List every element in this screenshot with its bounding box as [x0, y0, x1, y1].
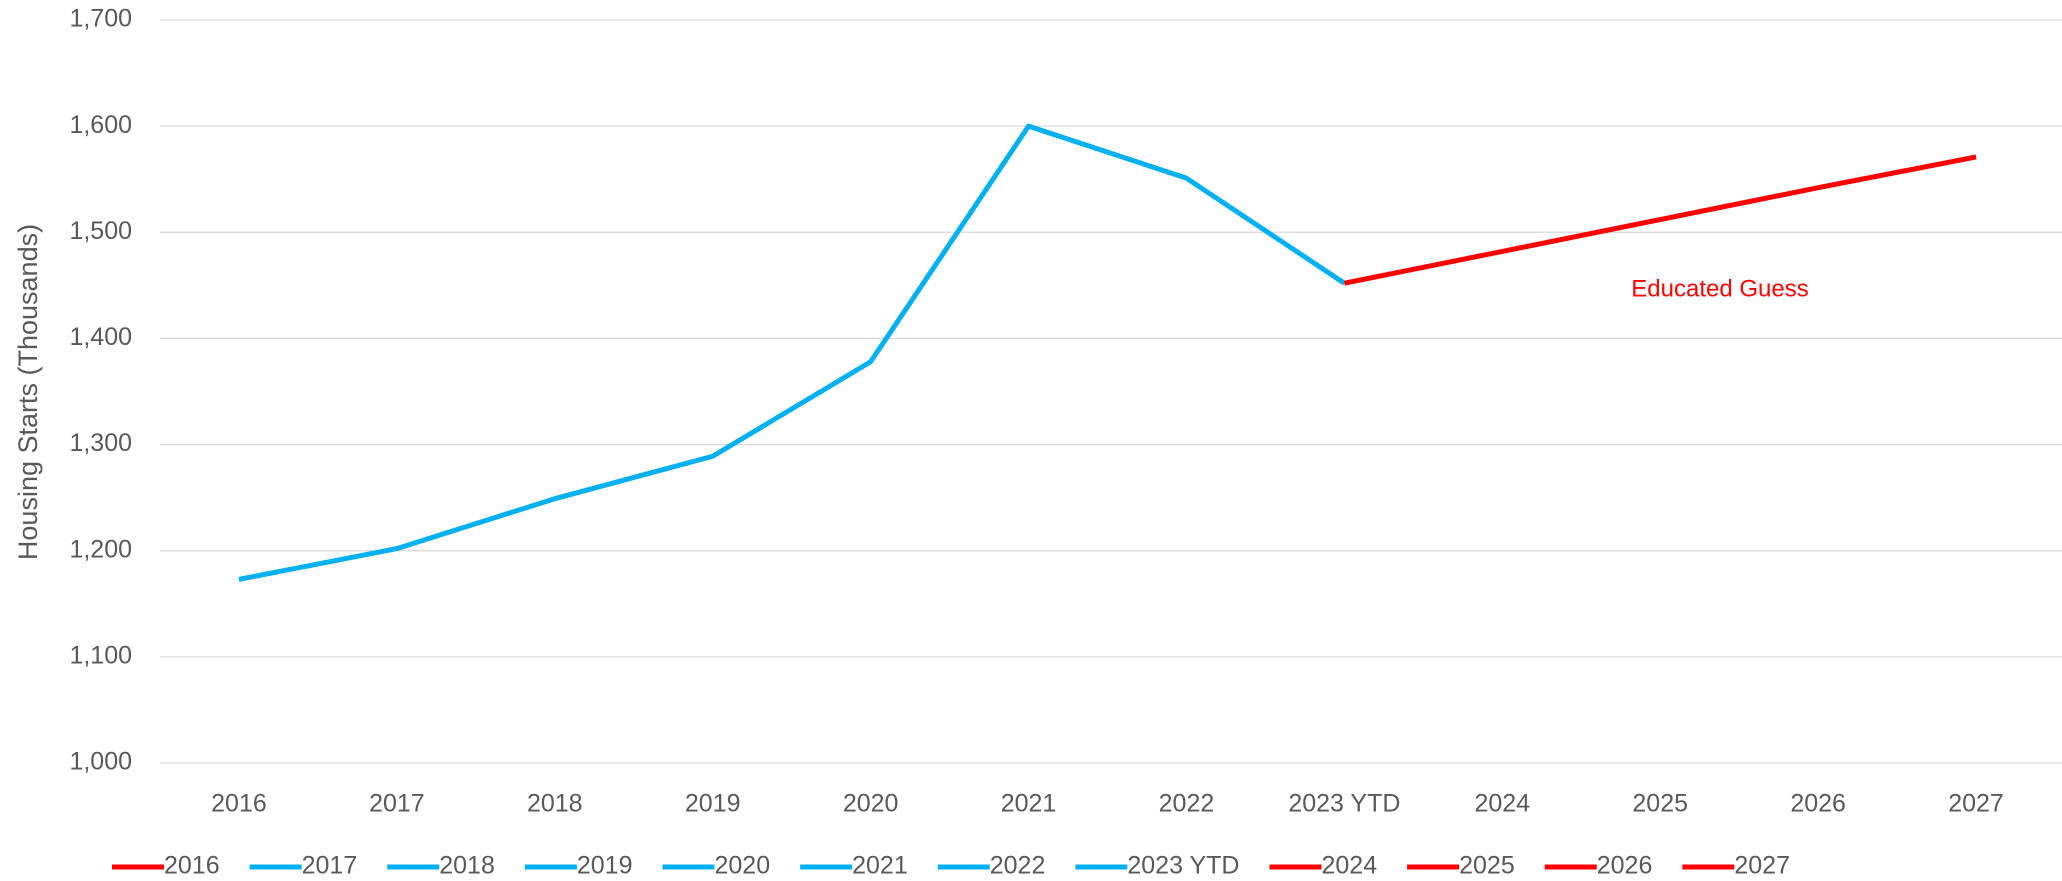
x-tick-label: 2024: [1474, 790, 1530, 818]
annotation: Educated Guess: [1631, 275, 1808, 302]
legend-label: 2023 YTD: [1127, 852, 1239, 880]
x-tick-label: 2021: [1001, 790, 1057, 818]
x-tick-label: 2026: [1790, 790, 1846, 818]
x-tick-label: 2022: [1159, 790, 1215, 818]
y-tick-label: 1,100: [69, 641, 132, 669]
legend-label: 2016: [164, 852, 220, 880]
x-tick-label: 2018: [527, 790, 583, 818]
x-tick-label: 2016: [211, 790, 267, 818]
legend-label: 2018: [439, 852, 495, 880]
legend-label: 2027: [1734, 852, 1790, 880]
data-line: [238, 123, 1346, 582]
y-tick-label: 1,700: [69, 5, 132, 33]
x-tick-label: 2020: [843, 790, 899, 818]
y-tick-label: 1,000: [69, 748, 132, 776]
legend-label: 2026: [1597, 852, 1653, 880]
legend-label: 2020: [715, 852, 771, 880]
legend-label: 2025: [1459, 852, 1515, 880]
y-tick-label: 1,400: [69, 323, 132, 351]
y-tick-label: 1,600: [69, 111, 132, 139]
x-tick-label: 2025: [1632, 790, 1688, 818]
x-tick-label: 2027: [1948, 790, 2004, 818]
y-axis-label: Housing Starts (Thousands): [13, 224, 43, 560]
legend-label: 2021: [852, 852, 908, 880]
legend-label: 2017: [302, 852, 358, 880]
y-tick-label: 1,200: [69, 535, 132, 563]
data-line: [1343, 154, 1977, 286]
legend-label: 2024: [1321, 852, 1377, 880]
legend-label: 2019: [577, 852, 633, 880]
x-tick-label: 2023 YTD: [1288, 790, 1400, 818]
x-tick-label: 2017: [369, 790, 425, 818]
y-tick-label: 1,300: [69, 429, 132, 457]
y-tick-label: 1,500: [69, 217, 132, 245]
x-tick-label: 2019: [685, 790, 741, 818]
legend-label: 2022: [990, 852, 1046, 880]
